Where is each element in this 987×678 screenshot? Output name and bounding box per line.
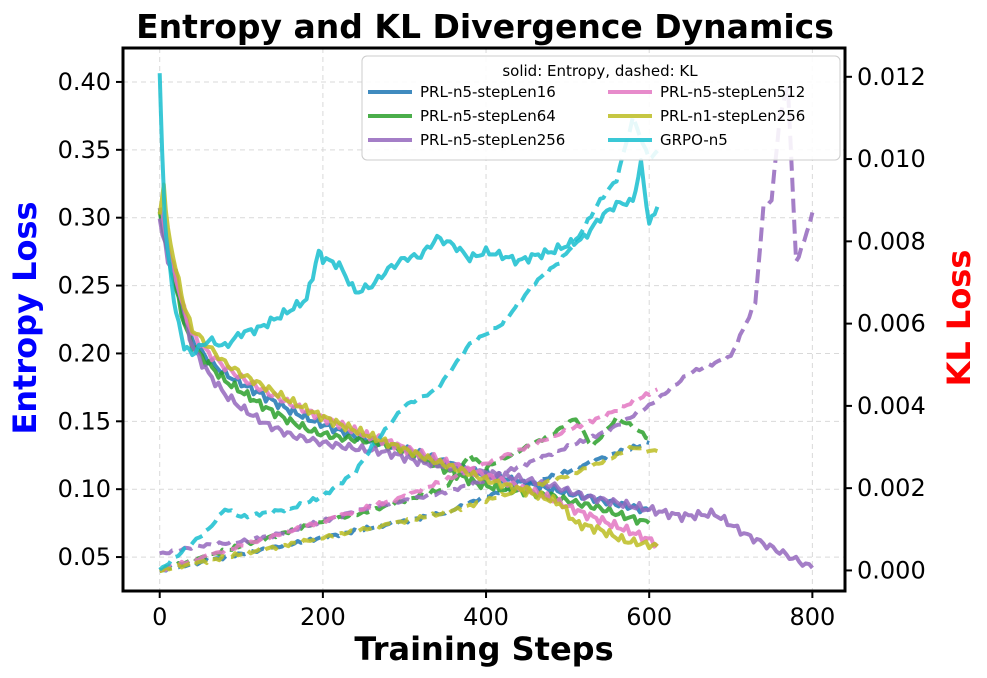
legend-box [361,55,841,161]
y-left-tick-label: 0.10 [58,475,111,503]
legend-label: PRL-n5-stepLen512 [660,83,805,101]
y-left-tick-label: 0.30 [58,204,111,232]
x-tick-label: 200 [300,603,346,631]
y-axis-left-label: Entropy Loss [6,201,44,434]
entropy-line-prl-n5-steplen16 [157,207,651,515]
legend-label: PRL-n5-stepLen64 [420,107,556,125]
y-right-tick-label: 0.004 [857,392,926,420]
y-left-tick-label: 0.25 [58,272,111,300]
x-tick-label: 600 [626,603,672,631]
x-axis: 0 200 400 600 800 [152,591,835,631]
legend: solid: Entropy, dashed: KL PRL-n5-stepLe… [361,55,841,161]
x-tick-label: 400 [463,603,509,631]
y-right-tick-label: 0.002 [857,474,926,502]
y-right-tick-label: 0.000 [857,556,926,584]
legend-entries: PRL-n5-stepLen16 PRL-n5-stepLen64 PRL-n5-s… [368,83,805,149]
y-axis-right-label: KL Loss [940,250,978,387]
x-axis-label: Training Steps [354,630,613,668]
y-right-tick-label: 0.006 [857,310,926,338]
legend-label: PRL-n5-stepLen16 [420,83,556,101]
kl-line-prl-n5-steplen512 [159,387,659,573]
y-left-tick-label: 0.05 [58,543,111,571]
y-left-tick-label: 0.40 [58,68,111,96]
legend-label: PRL-n1-stepLen256 [660,107,805,125]
entropy-line-grpo-n5 [157,73,660,358]
kl-line-prl-n5-steplen256 [159,85,815,556]
y-axis-left: 0.05 0.10 0.15 0.20 0.25 0.30 0.35 0.40 [58,68,123,571]
chart-title: Entropy and KL Divergence Dynamics [136,7,834,46]
x-tick-label: 800 [789,603,835,631]
kl-line-grpo-n5 [158,114,659,572]
legend-label: GRPO-n5 [660,131,728,149]
y-left-tick-label: 0.15 [58,407,111,435]
legend-label: PRL-n5-stepLen256 [420,131,565,149]
series-layer [157,73,815,574]
x-tick-label: 0 [152,603,167,631]
y-axis-right: 0.000 0.002 0.004 0.006 0.008 0.010 0.012 [845,63,926,584]
plot-frame [121,46,847,593]
kl-line-prl-n5-steplen64 [159,414,650,574]
y-left-tick-label: 0.20 [58,339,111,367]
y-right-tick-label: 0.008 [857,227,926,255]
kl-line-prl-n1-steplen256 [159,444,659,574]
legend-title: solid: Entropy, dashed: KL [502,62,698,80]
y-right-tick-label: 0.012 [857,63,926,91]
entropy-line-prl-n1-steplen256 [157,182,659,551]
y-right-tick-label: 0.010 [857,145,926,173]
y-left-tick-label: 0.35 [58,136,111,164]
